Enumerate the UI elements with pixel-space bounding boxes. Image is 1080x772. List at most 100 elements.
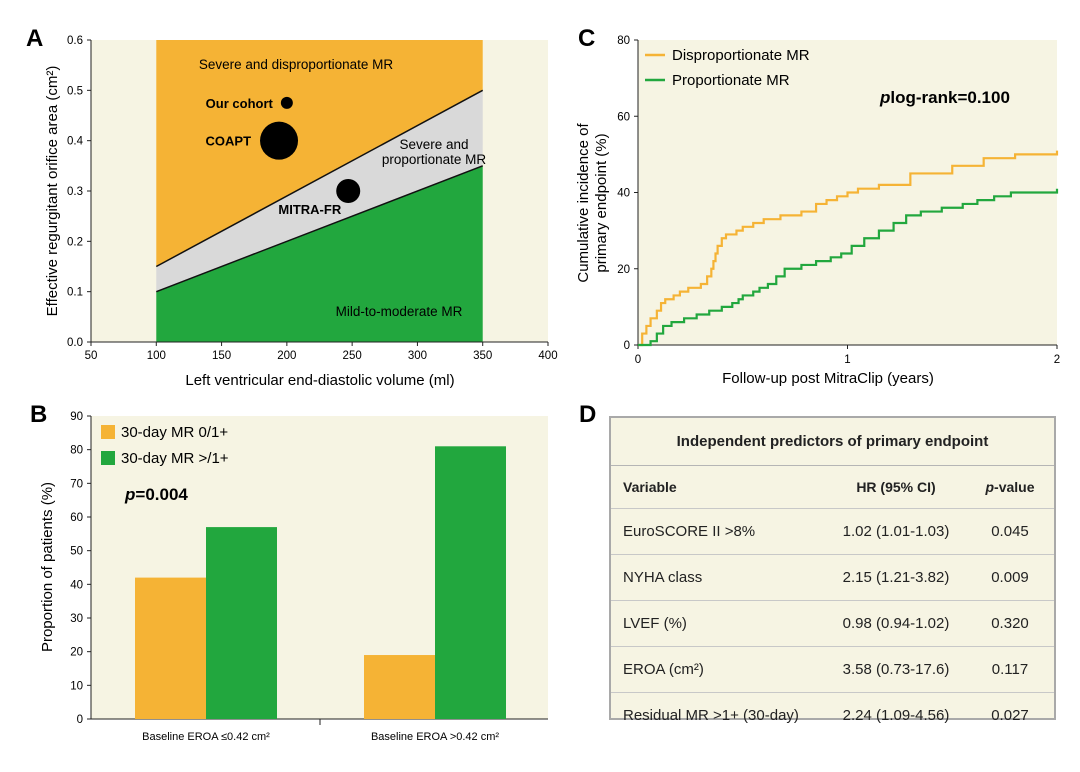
- panel-a-y-tick-label: 0.6: [67, 35, 83, 47]
- panel-b-y-tick-label: 50: [70, 546, 83, 558]
- panel-c-p-text: log-rank=0.100: [890, 88, 1010, 107]
- panel-b-chart: 0 10 20 30 40 50 60 70 80 90 Baseline EROA ≤0.42 …: [39, 411, 548, 743]
- cell-variable: Residual MR >1+ (30-day): [623, 707, 799, 724]
- point-coapt: [260, 121, 299, 160]
- panel-a-x-tick-label: 250: [343, 350, 362, 362]
- panel-b-y-tick-label: 0: [77, 714, 83, 726]
- legend-label-disproportionate: Disproportionate MR: [672, 47, 810, 64]
- region-severe-disproportionate: [156, 40, 483, 267]
- panel-a-y-tick-label: 0.2: [67, 236, 83, 248]
- table-row: NYHA class 2.15 (1.21-3.82) 0.009: [611, 555, 1054, 601]
- header-hr: HR (95% CI): [856, 479, 936, 495]
- cell-hr: 3.58 (0.73-17.6): [842, 661, 950, 678]
- panel-a-x-tick-label: 400: [538, 350, 557, 362]
- point-label-coapt: COAPT: [206, 134, 252, 149]
- panel-c-y-tick-label: 40: [617, 188, 630, 200]
- table-row: EuroSCORE II >8% 1.02 (1.01-1.03) 0.045: [611, 509, 1054, 555]
- region-mild-moderate: [156, 165, 483, 342]
- panel-c-y-axis-title-line2: primary endpoint (%): [593, 133, 610, 272]
- legend-label-proportionate: Proportionate MR: [672, 72, 790, 89]
- panel-b-y-tick-label: 30: [70, 613, 83, 625]
- panel-letter-d: D: [579, 401, 596, 428]
- panel-letter-c: C: [578, 25, 595, 52]
- panel-a-x-tick-label: 200: [277, 350, 296, 362]
- panel-c-y-tick-label: 20: [617, 264, 630, 276]
- panel-b-category-label: Baseline EROA ≤0.42 cm²: [142, 731, 270, 743]
- panel-b-p-letter: p: [124, 485, 135, 504]
- bar-mr-gt1-group-1: [206, 527, 277, 719]
- bar-mr-0-1-group-2: [364, 655, 435, 719]
- panel-c-x-tick-label: 1: [844, 354, 850, 366]
- region-severe-proportionate: [156, 90, 483, 292]
- panel-c-y-axis-title-line1: Cumulative incidence of: [575, 123, 592, 283]
- boundary-line-lower: [156, 165, 483, 293]
- panel-a-y-tick-label: 0.4: [67, 136, 84, 148]
- cell-variable: LVEF (%): [623, 615, 687, 632]
- panel-c-y-tick-label: 0: [624, 340, 630, 352]
- panel-a-y-tick-label: 0.1: [67, 287, 83, 299]
- cell-variable: EuroSCORE II >8%: [623, 523, 756, 540]
- cell-hr: 2.15 (1.21-3.82): [842, 569, 950, 586]
- legend-label-mr-gt1: 30-day MR >/1+: [121, 450, 229, 467]
- panel-a-y-tick-label: 0.0: [67, 337, 83, 349]
- point-label-mitra-fr: MITRA-FR: [278, 202, 341, 217]
- label-mild-moderate: Mild-to-moderate MR: [336, 304, 463, 319]
- label-severe-proportionate-1: Severe and: [399, 137, 468, 152]
- panel-c-x-tick-label: 2: [1054, 354, 1060, 366]
- panel-a-x-tick-label: 100: [147, 350, 166, 362]
- header-variable: Variable: [623, 479, 677, 495]
- panel-b-y-tick-label: 10: [70, 680, 83, 692]
- table-row: EROA (cm²) 3.58 (0.73-17.6) 0.117: [611, 647, 1054, 693]
- legend-label-mr-0-1: 30-day MR 0/1+: [121, 424, 228, 441]
- legend-swatch-mr-gt1: [101, 451, 115, 465]
- panel-c-x-tick-label: 0: [635, 354, 641, 366]
- table-row: LVEF (%) 0.98 (0.94-1.02) 0.320: [611, 601, 1054, 647]
- panel-b-y-tick-label: 20: [70, 647, 83, 659]
- point-mitra-fr: [336, 179, 361, 203]
- header-p-letter: p: [985, 479, 995, 495]
- bar-mr-gt1-group-2: [435, 446, 506, 719]
- panel-b-y-tick-label: 90: [70, 411, 83, 423]
- panel-a-y-tick-label: 0.5: [67, 85, 83, 97]
- legend-swatch-mr-0-1: [101, 425, 115, 439]
- panel-b-p-value: p=0.004: [124, 485, 188, 504]
- panel-c-x-axis-title: Follow-up post MitraClip (years): [722, 370, 934, 387]
- panel-b-y-axis-title: Proportion of patients (%): [39, 482, 56, 652]
- cell-p: 0.027: [991, 707, 1029, 724]
- header-p-value: p-value: [966, 479, 1054, 495]
- panel-c-y-tick-label: 60: [617, 111, 630, 123]
- cell-p: 0.117: [991, 661, 1029, 678]
- panel-b-y-tick-label: 40: [70, 579, 83, 591]
- table-header-row: Variable HR (95% CI) p-value: [611, 466, 1054, 509]
- cell-hr: 0.98 (0.94-1.02): [842, 615, 950, 632]
- header-p-suffix: -value: [994, 479, 1035, 495]
- panel-letter-a: A: [26, 25, 43, 52]
- panel-a-y-axis-title: Effective regurgitant orifice area (cm²): [44, 66, 61, 317]
- bar-mr-0-1-group-1: [135, 577, 206, 719]
- table-title: Independent predictors of primary endpoi…: [611, 418, 1054, 466]
- cell-variable: NYHA class: [623, 569, 703, 586]
- panel-a-x-tick-label: 150: [212, 350, 231, 362]
- panel-c-p-value: plog-rank=0.100: [879, 88, 1010, 107]
- boundary-line-upper: [155, 89, 484, 268]
- panel-c-p-letter: p: [879, 88, 890, 107]
- cell-hr: 2.24 (1.09-4.56): [842, 707, 950, 724]
- panel-b-y-tick-label: 60: [70, 512, 83, 524]
- panel-a-x-tick-label: 350: [473, 350, 492, 362]
- label-severe-proportionate-2: proportionate MR: [382, 152, 487, 167]
- panel-b-p-number: =0.004: [135, 485, 188, 504]
- panel-b-category-label: Baseline EROA >0.42 cm²: [371, 731, 499, 743]
- panel-b-y-tick-label: 70: [70, 478, 83, 490]
- cell-hr: 1.02 (1.01-1.03): [842, 523, 950, 540]
- panel-a-x-axis-title: Left ventricular end-diastolic volume (m…: [185, 372, 454, 389]
- km-curve-proportionate: [638, 188, 1059, 347]
- panel-a-chart: 50 100 150 200 250 300 350 400 0.0 0.1 0.2 0.3 0.4 0.…: [44, 35, 558, 389]
- cell-variable: EROA (cm²): [623, 661, 704, 678]
- panel-letter-b: B: [30, 401, 47, 428]
- panel-a-x-tick-label: 50: [85, 350, 98, 362]
- panel-a-y-tick-label: 0.3: [67, 186, 83, 198]
- panel-c-legend-box: [640, 42, 834, 95]
- point-our-cohort: [280, 96, 293, 109]
